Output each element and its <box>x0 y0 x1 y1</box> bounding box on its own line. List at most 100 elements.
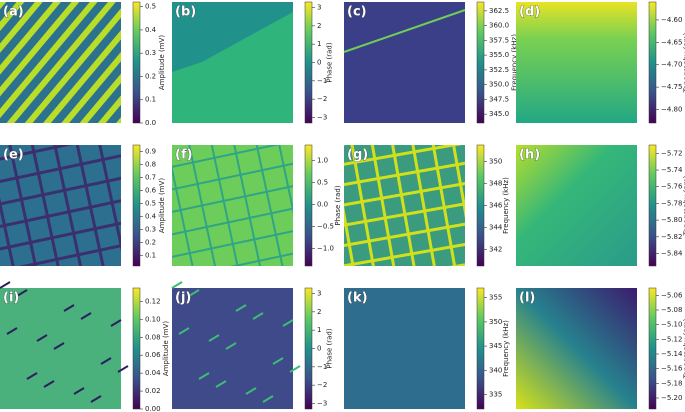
colorbar-tick-label: 0.2 <box>145 72 156 80</box>
micrograph <box>0 2 121 123</box>
colorbar-tick-label: 347.5 <box>489 95 509 103</box>
colorbar-tick-label: 340 <box>489 366 502 374</box>
panel-label: (g) <box>347 148 368 163</box>
colorbar-tick-label: 360.0 <box>489 22 509 30</box>
image-feature <box>53 342 65 350</box>
colorbar-tick-label: 0.0 <box>145 119 156 127</box>
image-feature <box>343 9 466 53</box>
micrograph <box>0 288 121 409</box>
colorbar-label: Phase (rad) <box>326 328 334 368</box>
colorbar <box>304 144 313 267</box>
image-feature <box>215 380 227 388</box>
colorbar-label: Amplitude (mV) <box>158 35 166 90</box>
colorbar-tick-label: −5.10 <box>661 321 682 329</box>
image-feature <box>178 327 190 335</box>
colorbar-label: Amplitude (mV) <box>162 321 170 376</box>
image-feature <box>289 365 301 373</box>
image-feature <box>36 334 48 342</box>
colorbar-label: Frequency (kHz) <box>511 34 519 91</box>
image-feature <box>0 281 11 289</box>
image-feature <box>100 357 112 365</box>
colorbar-tick-label: −4.70 <box>661 61 682 69</box>
colorbar-tick-label: −5.84 <box>661 249 683 257</box>
colorbar <box>304 287 313 410</box>
colorbar-tick-label: 0.5 <box>145 3 156 11</box>
image-feature <box>252 312 264 320</box>
colorbar-tick-label: 0.10 <box>145 315 161 323</box>
colorbar-tick-label: 3 <box>317 4 321 12</box>
colorbar-tick-label: 0.04 <box>145 369 161 377</box>
colorbar-tick-label: 0.4 <box>145 213 157 221</box>
colorbar-tick-label: −5.06 <box>661 291 683 299</box>
colorbar-label: Topography (nm) <box>683 318 685 379</box>
colorbar-tick-label: −4.65 <box>661 38 682 46</box>
colorbar-tick-label: 345.0 <box>489 110 509 118</box>
image-feature <box>73 387 85 395</box>
image-feature <box>235 304 247 312</box>
micrograph <box>0 145 121 266</box>
colorbar-tick-label: −5.12 <box>661 335 682 343</box>
colorbar-tick-label: 0.5 <box>317 178 328 186</box>
colorbar-tick-label: 0.00 <box>145 405 161 412</box>
colorbar <box>476 144 485 267</box>
image-feature <box>16 289 28 297</box>
colorbar-tick-label: 362.5 <box>489 7 509 15</box>
colorbar-tick-label: −5.20 <box>661 394 682 402</box>
colorbar-label: Phase (rad) <box>326 42 334 82</box>
colorbar-tick-label: 348 <box>489 180 502 188</box>
colorbar-tick-label: −5.16 <box>661 365 683 373</box>
colorbar-tick-label: 0 <box>317 59 321 67</box>
colorbar-tick-label: 0.9 <box>145 148 156 156</box>
colorbar-tick-label: 0 <box>317 345 321 353</box>
image-feature <box>245 387 257 395</box>
colorbar-tick-label: 0.5 <box>145 200 156 208</box>
colorbar-tick-label: −5.74 <box>661 166 683 174</box>
colorbar-tick-label: 335 <box>489 390 502 398</box>
colorbar-tick-label: 0.7 <box>145 174 156 182</box>
colorbar-tick-label: 1 <box>317 326 321 334</box>
colorbar-tick-label: 355 <box>489 294 502 302</box>
colorbar-label: Topography (nm) <box>683 175 685 236</box>
colorbar-tick-label: 344 <box>489 224 503 232</box>
colorbar-tick-label: −4.60 <box>661 16 682 24</box>
image-feature <box>272 357 284 365</box>
colorbar-label: Amplitude (mV) <box>158 178 166 233</box>
panel-label: (c) <box>347 5 367 20</box>
colorbar-label: Frequency (kHz) <box>502 177 510 234</box>
colorbar-tick-label: −5.78 <box>661 199 682 207</box>
colorbar-tick-label: −5.08 <box>661 306 682 314</box>
colorbar-tick-label: −5.14 <box>661 350 683 358</box>
colorbar-tick-label: −1 <box>317 77 327 85</box>
micrograph <box>344 2 465 123</box>
colorbar-tick-label: −5.76 <box>661 183 683 191</box>
micrograph <box>516 288 637 409</box>
colorbar-tick-label: 0.6 <box>145 187 157 195</box>
colorbar <box>648 287 657 410</box>
image-feature <box>188 289 200 297</box>
colorbar-tick-label: 0.12 <box>145 297 161 305</box>
colorbar-tick-label: 350 <box>489 158 502 166</box>
image-feature <box>171 281 183 289</box>
colorbar-tick-label: 357.5 <box>489 36 509 44</box>
image-feature <box>117 365 129 373</box>
colorbar-tick-label: 342 <box>489 246 502 254</box>
colorbar-tick-label: −2 <box>317 95 327 103</box>
colorbar-tick-label: 352.5 <box>489 66 509 74</box>
colorbar-tick-label: −0.5 <box>317 222 334 230</box>
colorbar <box>304 1 313 124</box>
colorbar-tick-label: 0.1 <box>145 252 156 260</box>
colorbar-tick-label: −3 <box>317 114 327 122</box>
colorbar-tick-label: 346 <box>489 202 503 210</box>
colorbar-tick-label: 0.4 <box>145 26 157 34</box>
colorbar-tick-label: −5.18 <box>661 379 682 387</box>
colorbar-tick-label: −5.72 <box>661 149 682 157</box>
colorbar-tick-label: −5.82 <box>661 233 682 241</box>
colorbar-tick-label: 0.2 <box>145 239 156 247</box>
panel-label: (k) <box>347 291 368 306</box>
colorbar-tick-label: 0.06 <box>145 351 161 359</box>
panel-label: (e) <box>3 148 24 163</box>
panel-label: (d) <box>519 5 540 20</box>
colorbar-tick-label: 350 <box>489 318 502 326</box>
micrograph <box>344 288 465 409</box>
